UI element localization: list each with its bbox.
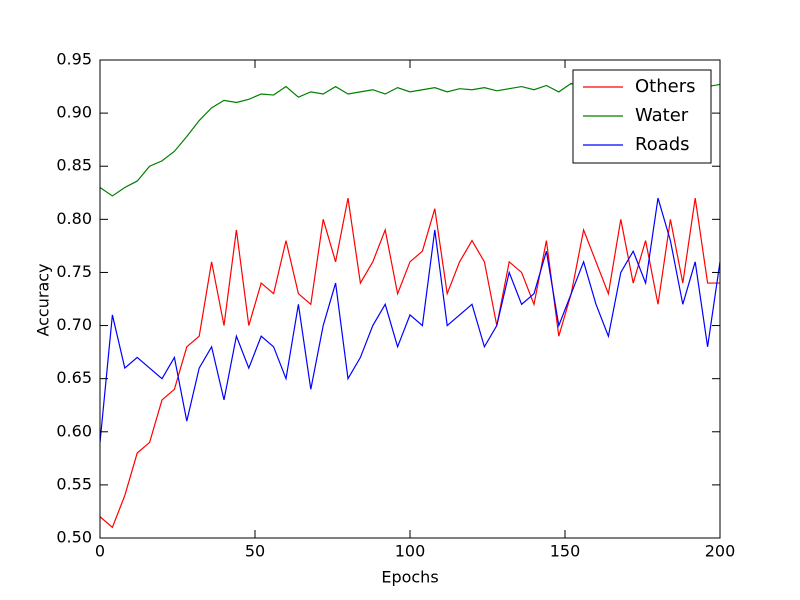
legend-label: Roads <box>635 134 690 155</box>
y-tick-label: 0.60 <box>56 421 92 440</box>
y-tick-label: 0.65 <box>56 368 92 387</box>
legend-label: Others <box>635 76 696 97</box>
series-line <box>99 197 721 443</box>
x-tick-label: 100 <box>395 542 426 561</box>
x-tick-label: 200 <box>705 542 736 561</box>
x-axis-label: Epochs <box>381 568 438 587</box>
y-tick-label: 0.95 <box>56 50 92 69</box>
y-tick-label: 0.85 <box>56 156 92 175</box>
y-tick-label: 0.80 <box>56 209 92 228</box>
legend-label: Water <box>635 105 689 126</box>
x-tick-label: 50 <box>245 542 265 561</box>
y-tick-label: 0.55 <box>56 474 92 493</box>
y-tick-label: 0.50 <box>56 528 92 547</box>
y-axis-label: Accuracy <box>34 263 53 336</box>
y-tick-label: 0.90 <box>56 103 92 122</box>
series-line <box>99 197 720 529</box>
y-tick-label: 0.75 <box>56 262 92 281</box>
x-tick-label: 0 <box>95 542 105 561</box>
y-tick-label: 0.70 <box>56 315 92 334</box>
x-tick-label: 150 <box>550 542 581 561</box>
